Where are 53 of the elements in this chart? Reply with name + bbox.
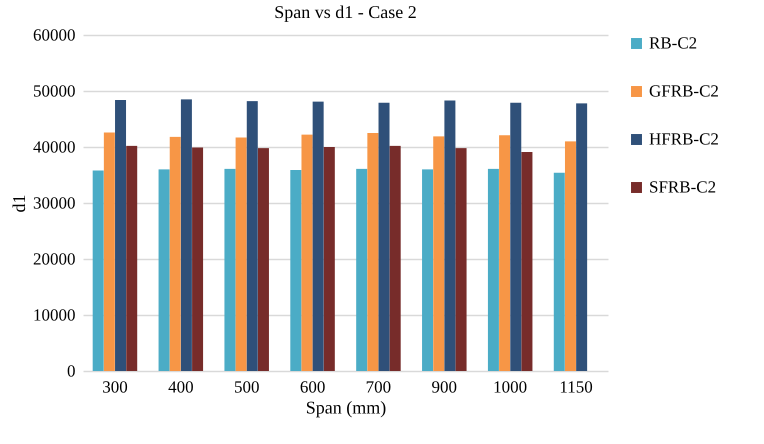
x-tick-label: 300 <box>102 378 128 396</box>
y-axis-title: d1 <box>9 194 29 212</box>
y-tick-label: 20000 <box>33 250 76 268</box>
bar <box>456 148 467 371</box>
bar <box>236 137 247 371</box>
x-tick-label: 500 <box>234 378 260 396</box>
y-tick-label: 50000 <box>33 82 76 100</box>
x-tick-label: 900 <box>432 378 458 396</box>
bar <box>433 136 444 371</box>
y-tick-label: 30000 <box>33 194 76 212</box>
bar <box>422 169 434 371</box>
bar <box>444 100 456 371</box>
legend-label: RB-C2 <box>649 34 698 52</box>
bar <box>115 100 126 371</box>
bar <box>192 148 204 371</box>
bar <box>170 136 181 371</box>
bar <box>324 147 335 371</box>
legend-label: SFRB-C2 <box>649 178 716 196</box>
bar <box>180 99 192 371</box>
x-tick-label: 700 <box>366 378 392 396</box>
chart-title: Span vs d1 - Case 2 <box>274 2 417 22</box>
y-tick-label: 10000 <box>33 306 76 324</box>
legend-label: GFRB-C2 <box>649 82 719 100</box>
x-axis-title: Span (mm) <box>306 398 386 418</box>
bar <box>312 102 324 371</box>
bar <box>554 172 565 371</box>
x-tick-label: 1150 <box>559 378 593 396</box>
bar <box>367 133 378 371</box>
bar <box>92 170 104 371</box>
bar <box>126 146 138 371</box>
x-tick-label: 1000 <box>493 378 528 396</box>
y-tick-label: 40000 <box>33 138 76 156</box>
bar <box>510 102 522 371</box>
y-tick-label: 0 <box>67 362 76 380</box>
bar <box>356 168 368 371</box>
bar <box>246 101 258 371</box>
bar <box>488 168 499 371</box>
x-tick-label: 400 <box>168 378 194 396</box>
bar <box>258 148 269 371</box>
bar <box>378 102 390 371</box>
bar <box>564 141 576 371</box>
y-tick-label: 60000 <box>33 26 76 44</box>
legend-label: HFRB-C2 <box>649 130 719 148</box>
bar <box>521 152 532 371</box>
bar <box>290 170 302 371</box>
bar <box>301 134 312 371</box>
bar <box>224 168 236 371</box>
bar <box>390 146 401 371</box>
bar <box>104 132 115 371</box>
bar <box>499 135 510 371</box>
bar <box>576 103 588 371</box>
x-tick-label: 600 <box>300 378 326 396</box>
bar <box>158 169 170 371</box>
